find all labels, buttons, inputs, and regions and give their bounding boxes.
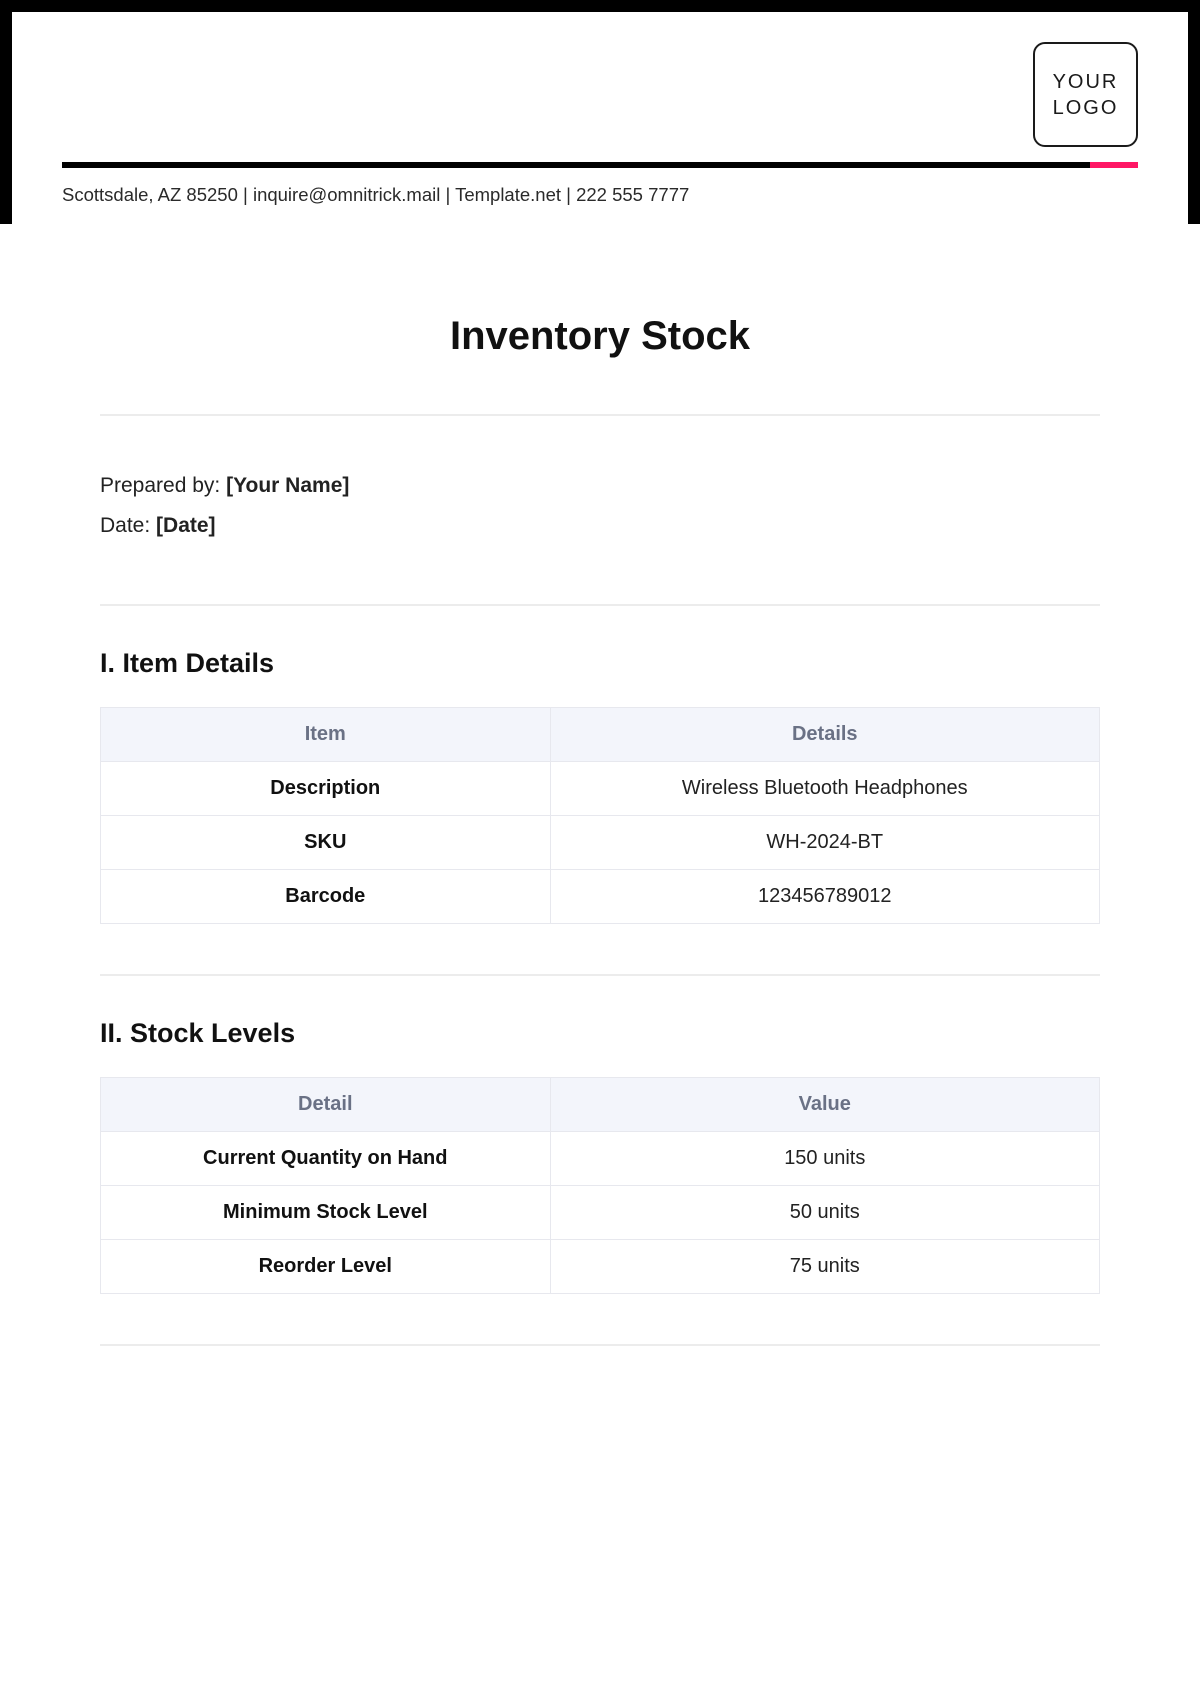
table-row: Current Quantity on Hand 150 units [101,1132,1100,1186]
logo-text-line1: YOUR [1053,69,1119,95]
row-value: 150 units [550,1132,1099,1186]
row-label: Description [101,762,551,816]
date-value: [Date] [156,514,216,537]
table-header: Value [550,1078,1099,1132]
row-value: Wireless Bluetooth Headphones [550,762,1099,816]
content: Inventory Stock Prepared by: [Your Name]… [0,224,1200,1346]
table-row: SKU WH-2024-BT [101,816,1100,870]
divider [100,974,1100,976]
row-value: 75 units [550,1240,1099,1294]
row-value: 123456789012 [550,870,1099,924]
page-title: Inventory Stock [100,314,1100,359]
row-label: Barcode [101,870,551,924]
section-heading-stock-levels: II. Stock Levels [100,1018,1100,1049]
table-header: Details [550,708,1099,762]
table-row: Description Wireless Bluetooth Headphone… [101,762,1100,816]
row-label: Reorder Level [101,1240,551,1294]
header-top: YOUR LOGO [62,42,1138,162]
table-header: Item [101,708,551,762]
date-label: Date: [100,514,156,537]
header-frame: YOUR LOGO Scottsdale, AZ 85250 | inquire… [0,0,1200,224]
prepared-by-value: [Your Name] [226,474,349,497]
table-header: Detail [101,1078,551,1132]
table-header-row: Item Details [101,708,1100,762]
header-info: Scottsdale, AZ 85250 | inquire@omnitrick… [62,168,1138,224]
logo-text-line2: LOGO [1053,95,1119,121]
item-details-table: Item Details Description Wireless Blueto… [100,707,1100,924]
prepared-by-label: Prepared by: [100,474,226,497]
date-line: Date: [Date] [100,514,1100,538]
page: YOUR LOGO Scottsdale, AZ 85250 | inquire… [0,0,1200,1696]
table-row: Barcode 123456789012 [101,870,1100,924]
table-header-row: Detail Value [101,1078,1100,1132]
header-rule [62,162,1138,168]
divider [100,604,1100,606]
divider [100,1344,1100,1346]
section-heading-item-details: I. Item Details [100,648,1100,679]
table-row: Reorder Level 75 units [101,1240,1100,1294]
stock-levels-table: Detail Value Current Quantity on Hand 15… [100,1077,1100,1294]
table-row: Minimum Stock Level 50 units [101,1186,1100,1240]
row-label: Current Quantity on Hand [101,1132,551,1186]
row-label: SKU [101,816,551,870]
row-label: Minimum Stock Level [101,1186,551,1240]
meta-block: Prepared by: [Your Name] Date: [Date] [100,416,1100,604]
logo-placeholder: YOUR LOGO [1033,42,1138,147]
row-value: WH-2024-BT [550,816,1099,870]
row-value: 50 units [550,1186,1099,1240]
prepared-by-line: Prepared by: [Your Name] [100,474,1100,498]
